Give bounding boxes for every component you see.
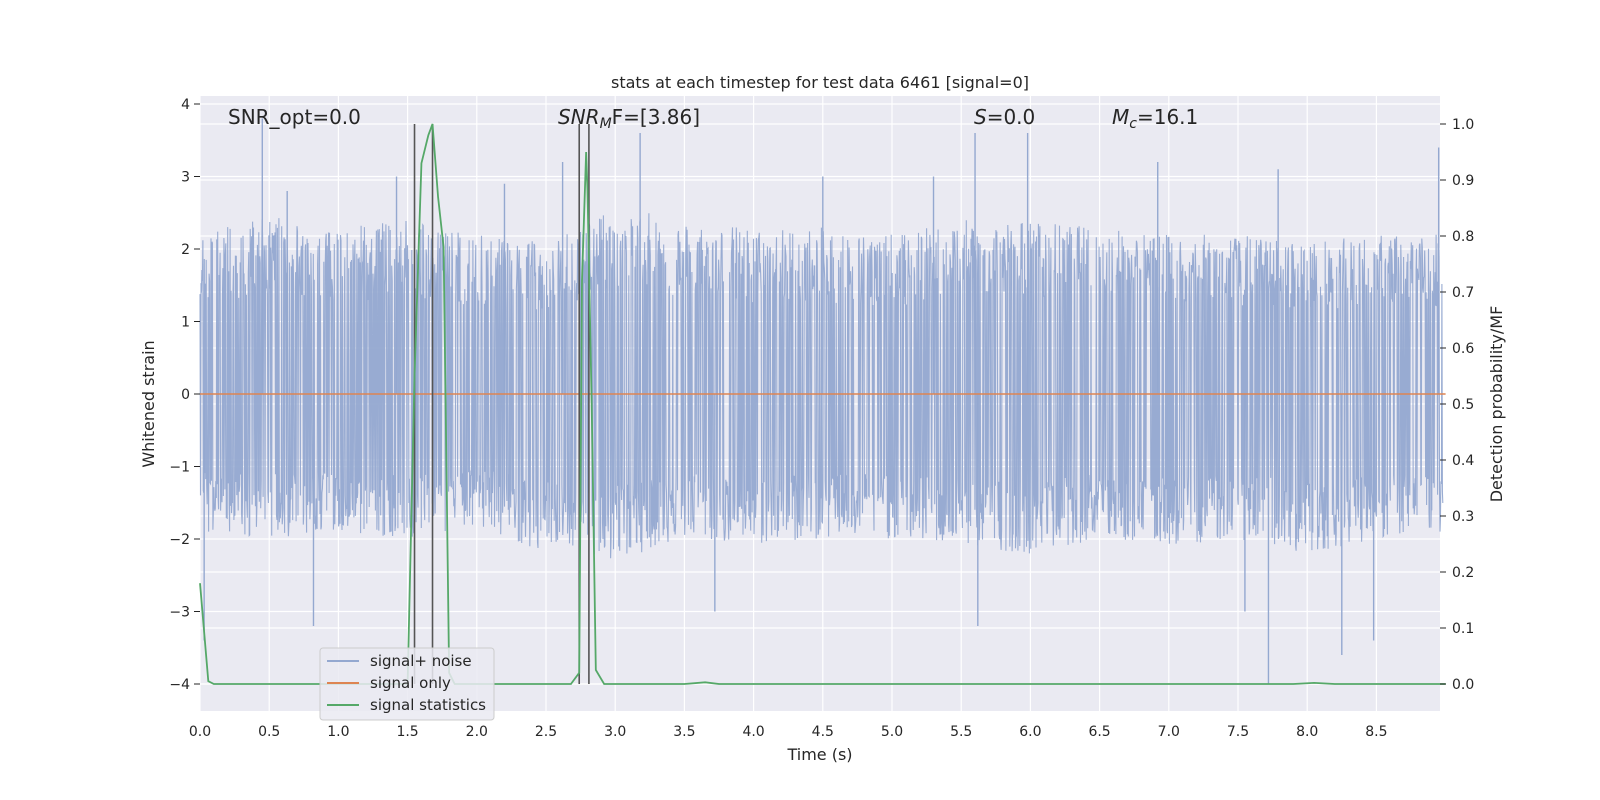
annotation-mc-sub: c	[1129, 116, 1137, 132]
annotation-s-value: =0.0	[987, 105, 1036, 129]
chart-title: stats at each timestep for test data 646…	[611, 73, 1029, 92]
x-tick-label: 1.0	[327, 724, 349, 740]
x-tick-label: 4.5	[812, 724, 834, 740]
axis-ticks: 0.0 0.5 1.0 1.5 2.0 2.5 3.0 3.5 4.0 4.5 5.0 5.5 6.0 6…	[169, 97, 1474, 740]
annotation-snr-mf: SNRMF=[3.86]	[558, 105, 700, 132]
annotation-snr-opt: SNR_opt=0.0	[228, 105, 361, 129]
y2-axis-label: Detection probability/MF	[1487, 306, 1506, 503]
annotation-mc: Mc=16.1	[1112, 105, 1198, 132]
signal-plus-noise-trace	[199, 118, 1444, 684]
legend-label-signal-only: signal only	[370, 674, 451, 692]
x-tick-label: 2.0	[466, 724, 488, 740]
y2-tick-label: 0.6	[1452, 341, 1474, 357]
y-tick-label: 3	[181, 170, 190, 186]
x-tick-label: 8.0	[1296, 724, 1318, 740]
annotation-snr-mf-main: SNR	[558, 105, 600, 129]
x-tick-label: 6.0	[1019, 724, 1041, 740]
x-tick-label: 3.5	[673, 724, 695, 740]
signal-noise-line	[199, 213, 1444, 559]
x-tick-label: 6.5	[1088, 724, 1110, 740]
x-tick-label: 4.0	[742, 724, 764, 740]
legend-label-signal-statistics: signal statistics	[370, 696, 486, 714]
y2-tick-label: 0.0	[1452, 677, 1474, 693]
x-axis-label: Time (s)	[786, 745, 852, 764]
y-tick-label: −3	[169, 605, 190, 621]
annotation-snr-mf-tail: F=[3.86]	[612, 105, 700, 129]
legend-box	[319, 647, 495, 721]
y2-tick-label: 0.8	[1452, 229, 1474, 245]
y-tick-label: 4	[181, 97, 190, 113]
legend-label-signal-noise: signal+ noise	[370, 652, 472, 670]
x-tick-label: 3.0	[604, 724, 626, 740]
x-tick-label: 7.5	[1227, 724, 1249, 740]
y2-tick-label: 0.2	[1452, 565, 1474, 581]
y2-tick-label: 0.4	[1452, 453, 1474, 469]
x-tick-label: 5.0	[881, 724, 903, 740]
y2-tick-label: 0.7	[1452, 285, 1474, 301]
y-axis-label: Whitened strain	[139, 340, 158, 467]
annotation-s-var: S	[974, 105, 987, 129]
y-tick-label: −1	[169, 460, 190, 476]
legend: signal+ noise signal only signal statist…	[319, 647, 495, 721]
annotation-s: S=0.0	[974, 105, 1035, 129]
y-tick-label: −4	[169, 677, 190, 693]
x-tick-label: 5.5	[950, 724, 972, 740]
x-tick-label: 7.0	[1158, 724, 1180, 740]
y2-tick-label: 0.5	[1452, 397, 1474, 413]
y-tick-label: 1	[181, 315, 190, 331]
y2-tick-label: 0.9	[1452, 173, 1474, 189]
annotation-mc-value: =16.1	[1137, 105, 1198, 129]
y2-tick-label: 1.0	[1452, 117, 1474, 133]
x-tick-label: 0.0	[189, 724, 211, 740]
x-tick-label: 2.5	[535, 724, 557, 740]
y-tick-label: −2	[169, 532, 190, 548]
y2-tick-label: 0.1	[1452, 621, 1474, 637]
y-tick-label: 0	[181, 387, 190, 403]
y2-tick-label: 0.3	[1452, 509, 1474, 525]
x-tick-label: 0.5	[258, 724, 280, 740]
x-tick-label: 1.5	[396, 724, 418, 740]
annotation-snr-mf-sub: M	[600, 116, 612, 132]
x-tick-label: 8.5	[1365, 724, 1387, 740]
annotation-mc-var: M	[1112, 105, 1129, 129]
y-tick-label: 2	[181, 242, 190, 258]
